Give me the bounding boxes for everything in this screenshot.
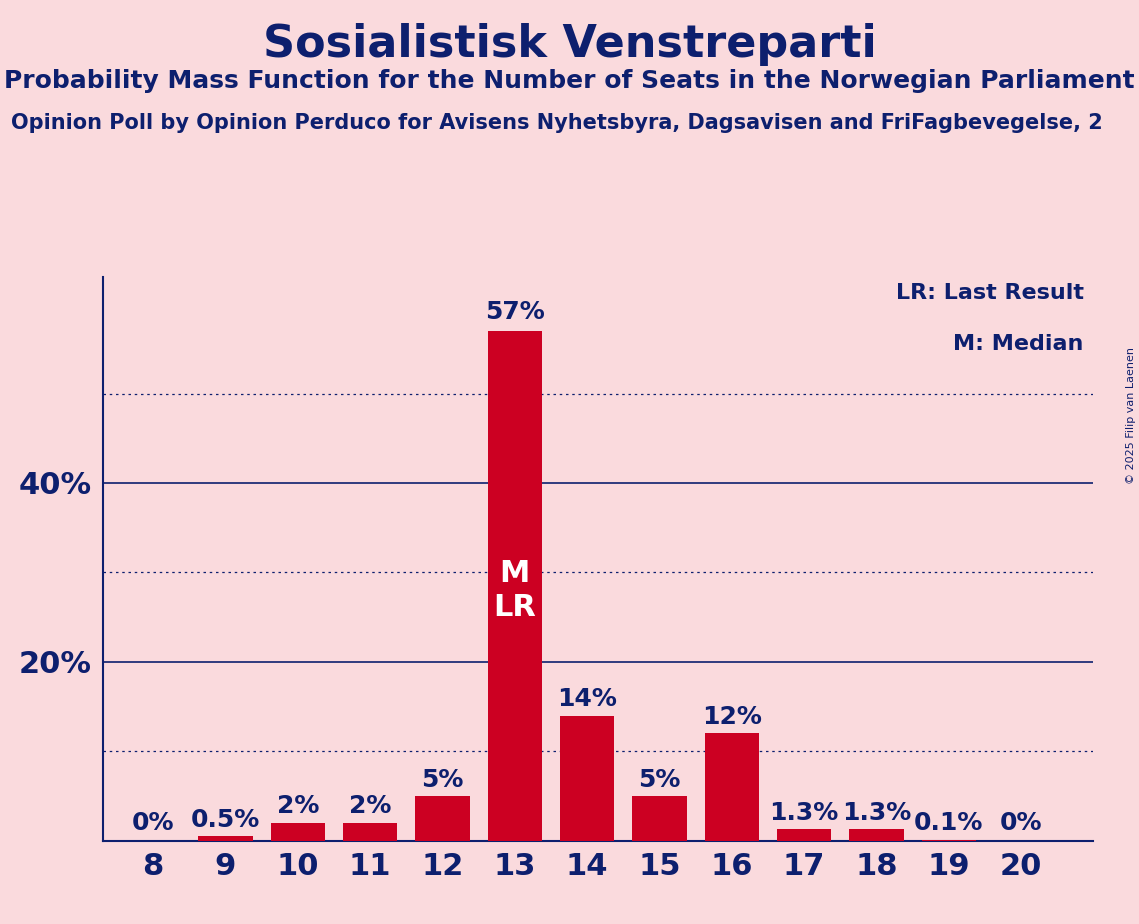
- Text: Opinion Poll by Opinion Perduco for Avisens Nyhetsbyra, Dagsavisen and FriFagbev: Opinion Poll by Opinion Perduco for Avis…: [11, 113, 1104, 133]
- Bar: [560, 715, 614, 841]
- Text: 1.3%: 1.3%: [842, 801, 911, 825]
- Bar: [271, 823, 325, 841]
- Text: 5%: 5%: [421, 768, 464, 792]
- Text: 0.1%: 0.1%: [915, 811, 983, 835]
- Bar: [705, 734, 759, 841]
- Text: 14%: 14%: [557, 687, 617, 711]
- Text: 1.3%: 1.3%: [770, 801, 838, 825]
- Text: 12%: 12%: [702, 705, 762, 729]
- Text: Probability Mass Function for the Number of Seats in the Norwegian Parliament: Probability Mass Function for the Number…: [5, 69, 1134, 93]
- Text: © 2025 Filip van Laenen: © 2025 Filip van Laenen: [1126, 347, 1136, 484]
- Text: Sosialistisk Venstreparti: Sosialistisk Venstreparti: [263, 23, 876, 67]
- Bar: [487, 331, 542, 841]
- Text: 0.5%: 0.5%: [191, 808, 260, 832]
- Text: 2%: 2%: [349, 795, 392, 819]
- Bar: [416, 796, 469, 841]
- Bar: [777, 829, 831, 841]
- Bar: [632, 796, 687, 841]
- Text: 0%: 0%: [132, 811, 174, 835]
- Bar: [850, 829, 903, 841]
- Text: M: Median: M: Median: [953, 334, 1083, 354]
- Text: LR: Last Result: LR: Last Result: [895, 283, 1083, 303]
- Bar: [198, 836, 253, 841]
- Text: 5%: 5%: [638, 768, 681, 792]
- Text: 0%: 0%: [1000, 811, 1042, 835]
- Text: M
LR: M LR: [493, 559, 536, 622]
- Text: 2%: 2%: [277, 795, 319, 819]
- Text: 57%: 57%: [485, 299, 544, 323]
- Bar: [343, 823, 398, 841]
